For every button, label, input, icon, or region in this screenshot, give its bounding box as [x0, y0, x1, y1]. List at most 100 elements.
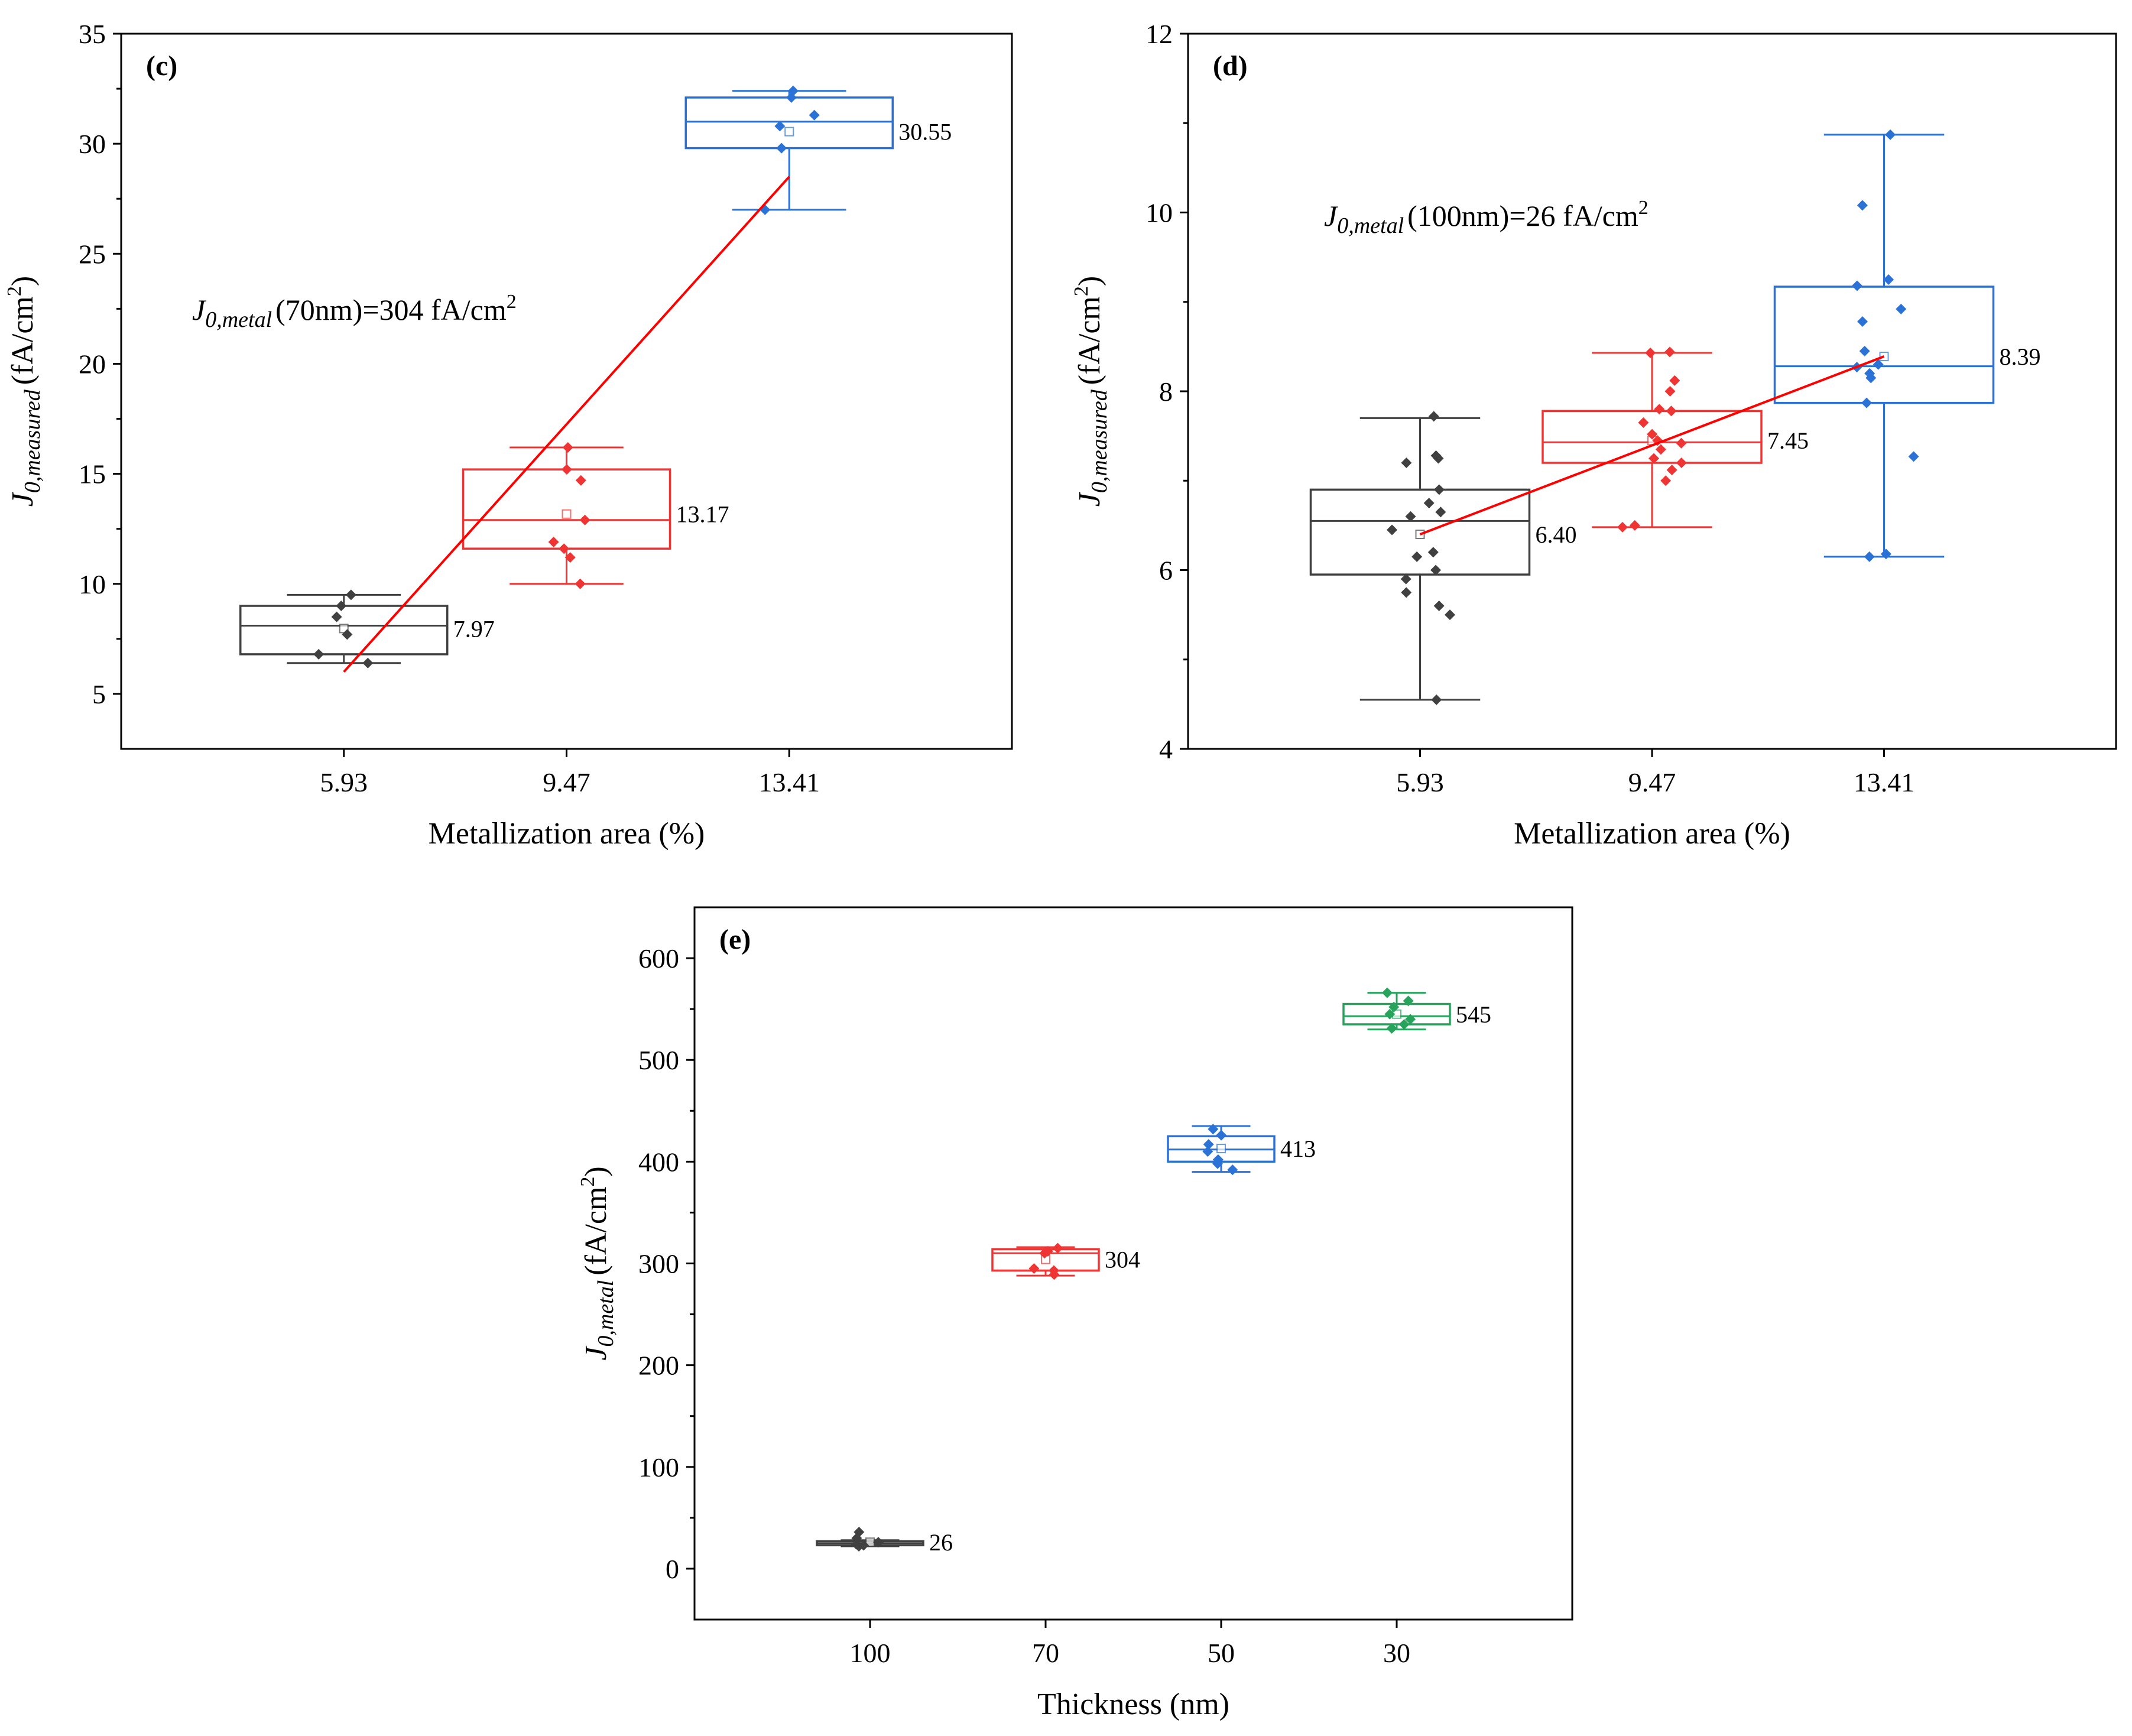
data-point: [776, 142, 787, 154]
box-30: 545: [1342, 987, 1491, 1034]
box-50: 413: [1167, 1124, 1316, 1176]
y-tick-label: 30: [79, 129, 106, 159]
box-100: 26: [816, 1526, 953, 1556]
data-point: [1403, 995, 1414, 1007]
data-point: [1433, 484, 1445, 495]
data-point: [1669, 375, 1680, 386]
data-point: [787, 85, 799, 96]
data-point: [575, 578, 586, 589]
y-axis-title-sup: 2: [4, 286, 25, 296]
y-tick-label: 0: [666, 1554, 679, 1584]
y-tick-label: 300: [638, 1249, 679, 1279]
y-tick-label: 8: [1159, 377, 1173, 407]
data-point: [1864, 551, 1875, 562]
y-axis-title-close: ): [6, 276, 40, 286]
data-point: [1896, 303, 1907, 314]
y-axis-title-sub: 0,measured: [1087, 389, 1112, 493]
data-point: [1654, 404, 1665, 415]
data-point: [1861, 397, 1873, 408]
y-tick-label: 6: [1159, 556, 1173, 586]
box-iqr: [1542, 410, 1763, 464]
data-point: [1428, 411, 1439, 422]
data-point: [336, 601, 347, 611]
data-point: [313, 648, 324, 660]
data-point: [1666, 465, 1677, 476]
data-point: [1431, 694, 1442, 705]
mean-label: 413: [1280, 1135, 1316, 1162]
y-tick-label: 25: [79, 239, 106, 269]
data-point: [854, 1526, 865, 1537]
panel-label: (e): [719, 924, 751, 955]
panel-e: 0 100 200 300 400 500 600 100 70 50 30 Thickness (n…: [577, 906, 1573, 1721]
data-point: [579, 514, 590, 525]
data-point: [1388, 1001, 1400, 1013]
data-point: [1028, 1263, 1040, 1274]
data-point: [575, 475, 586, 486]
data-point: [1649, 453, 1660, 464]
annotation-main: J: [1324, 199, 1339, 232]
mean-label: 545: [1456, 1001, 1491, 1028]
data-point: [1647, 429, 1658, 440]
x-tick-label: 13.41: [1854, 767, 1915, 797]
panel-d: 4 6 8 10 12 5.93 9.47 13.41 Metallization area (…: [1070, 19, 2117, 851]
data-point: [1880, 549, 1891, 560]
data-point: [1433, 601, 1445, 611]
data-point: [1660, 475, 1672, 486]
data-point: [345, 589, 356, 601]
y-tick-label: 10: [79, 569, 106, 599]
data-point: [1386, 1023, 1397, 1034]
box-9.47: 7.45: [1542, 346, 1809, 533]
data-point: [1400, 573, 1411, 585]
mean-label: 8.39: [2000, 343, 2041, 370]
data-point: [1052, 1242, 1063, 1254]
annotation-sub: 0,metal: [205, 307, 272, 332]
x-tick-label: 100: [850, 1638, 891, 1668]
data-point: [1411, 551, 1423, 562]
x-tick-label: 9.47: [1628, 767, 1676, 797]
y-axis-title-close: ): [1073, 276, 1106, 286]
data-point: [1676, 437, 1687, 449]
mean-marker: [784, 126, 794, 137]
data-point: [1676, 457, 1687, 468]
box-5.93: 6.40: [1309, 411, 1577, 705]
data-point: [559, 543, 570, 554]
y-tick-label: 200: [638, 1351, 679, 1381]
data-point: [1873, 359, 1884, 370]
data-point: [1401, 457, 1412, 468]
annotation-rest: (70nm)=304 fA/cm: [275, 293, 507, 326]
data-point: [1885, 129, 1896, 140]
y-axis-title-unit: (fA/cm: [6, 296, 40, 385]
data-point: [1864, 368, 1875, 379]
data-point: [858, 1540, 869, 1551]
data-point: [1908, 451, 1919, 462]
y-tick-label: 500: [638, 1045, 679, 1075]
data-point: [1857, 316, 1868, 327]
data-point: [1638, 417, 1649, 428]
data-point: [548, 537, 559, 548]
fit-line: [1419, 355, 1885, 536]
y-axis-title-main: J: [579, 1345, 613, 1361]
plot-frame: [120, 33, 1013, 750]
data-point: [1664, 346, 1675, 358]
fit-line: [343, 176, 790, 673]
x-tick-label: 70: [1032, 1638, 1059, 1668]
y-axis-title: J0,metal (fA/cm2): [577, 1166, 618, 1361]
y-tick-label: 12: [1145, 19, 1173, 49]
box-iqr: [1309, 488, 1531, 576]
y-tick-label: 10: [1145, 198, 1173, 228]
data-point: [809, 109, 820, 121]
panel-c: 5 10 15 20 25 30 35 5.93 9.47 13.41 Metallization …: [4, 19, 1013, 851]
annotation-sup: 2: [1638, 197, 1649, 219]
data-point: [342, 629, 353, 640]
y-tick-label: 600: [638, 943, 679, 974]
box-iqr: [462, 468, 671, 550]
data-point: [760, 204, 771, 215]
annotation-sub: 0,metal: [1337, 213, 1404, 238]
data-point: [1427, 547, 1439, 558]
data-point: [1664, 386, 1676, 397]
x-tick-label: 13.41: [759, 767, 820, 797]
data-point: [362, 657, 374, 669]
y-axis-title-main: J: [6, 491, 40, 507]
data-point: [1048, 1265, 1059, 1276]
